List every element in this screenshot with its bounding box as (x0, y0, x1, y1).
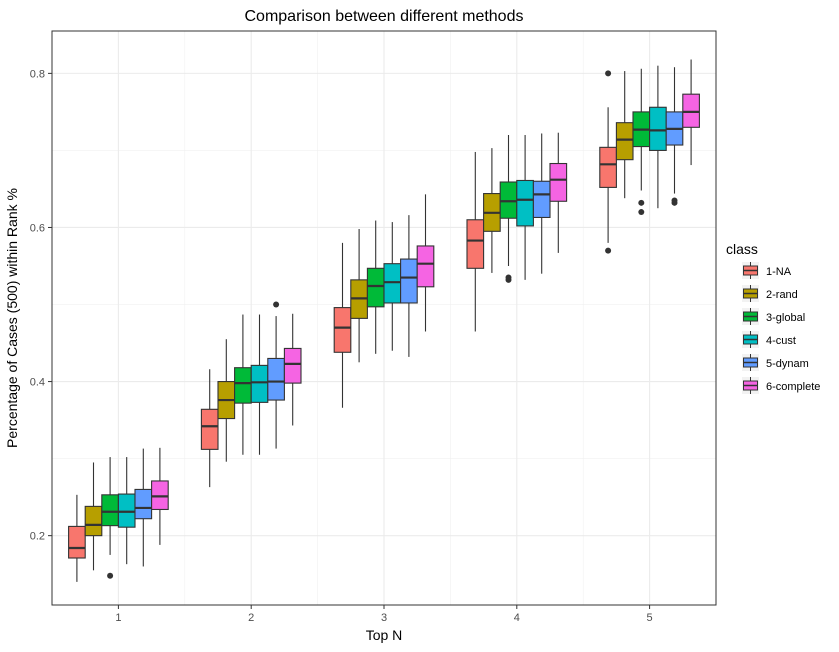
y-axis-title: Percentage of Cases (500) within Rank % (4, 188, 20, 448)
box-body (400, 258, 418, 304)
box-body (366, 267, 385, 308)
x-tick-label: 5 (647, 612, 653, 624)
box-4-cust-2 (250, 314, 269, 455)
outlier-point (605, 247, 612, 254)
box-6-complete-5 (682, 59, 700, 166)
box-body (499, 181, 518, 219)
box-body (283, 347, 302, 384)
box-body (615, 122, 634, 161)
box-5-dynam-1 (134, 448, 153, 567)
axes: 0.2 0.4 0.6 0.8 1 2 3 4 5 (30, 68, 653, 624)
box-body (682, 93, 700, 128)
box-body (68, 525, 86, 559)
box-2-rand-3 (350, 229, 368, 363)
box-5-dynam-4 (532, 133, 551, 274)
legend-label: 6-complete (766, 381, 820, 393)
x-axis-title: Top N (366, 627, 403, 643)
box-body (84, 505, 103, 537)
box-body (383, 263, 402, 304)
box-4-cust-1 (117, 457, 136, 565)
box-1-NA-5 (599, 70, 617, 254)
x-tick-label: 1 (115, 612, 121, 624)
legend-label: 1-NA (766, 266, 792, 278)
legend-item-6-complete: 6-complete (742, 377, 820, 394)
box-3-global-2 (234, 314, 252, 455)
box-body (117, 493, 136, 528)
box-body (466, 219, 485, 269)
y-tick-label: 0.8 (30, 68, 45, 80)
legend-title: class (726, 241, 758, 257)
box-body (101, 494, 119, 527)
outlier-point (505, 274, 512, 281)
box-body (134, 488, 153, 520)
box-body (333, 307, 352, 353)
outlier-point (638, 209, 645, 216)
box-6-complete-3 (416, 194, 435, 332)
legend-item-3-global: 3-global (742, 308, 805, 325)
y-tick-label: 0.2 (30, 531, 45, 543)
boxes (68, 59, 700, 582)
legend: class 1-NA 2-rand 3-global 4-cust 5-dynam 6-c… (726, 241, 820, 394)
box-1-NA-3 (333, 242, 352, 408)
box-4-cust-4 (516, 135, 534, 280)
box-body (516, 179, 534, 227)
outlier-point (273, 301, 280, 308)
outlier-point (638, 199, 645, 206)
outlier-point (671, 197, 678, 204)
x-tick-label: 2 (248, 612, 254, 624)
box-2-rand-5 (615, 71, 634, 199)
y-tick-label: 0.6 (30, 222, 45, 234)
box-body (234, 367, 252, 404)
outlier-point (107, 572, 114, 579)
box-body (200, 408, 219, 450)
box-1-NA-1 (68, 494, 86, 582)
x-tick-label: 4 (514, 612, 520, 624)
legend-label: 3-global (766, 312, 805, 324)
box-6-complete-4 (549, 132, 568, 253)
box-3-global-1 (101, 457, 119, 579)
box-body (649, 106, 667, 151)
box-body (532, 180, 551, 219)
box-body (250, 364, 269, 403)
legend-item-2-rand: 2-rand (742, 285, 798, 302)
box-body (151, 480, 169, 511)
legend-label: 4-cust (766, 335, 796, 347)
box-6-complete-2 (283, 313, 302, 426)
chart-title: Comparison between different methods (245, 8, 524, 25)
box-1-NA-4 (466, 151, 485, 332)
box-4-cust-5 (649, 65, 667, 209)
box-2-rand-1 (84, 462, 103, 571)
box-body (549, 162, 568, 202)
legend-label: 5-dynam (766, 358, 809, 370)
legend-label: 2-rand (766, 289, 798, 301)
legend-item-5-dynam: 5-dynam (742, 354, 809, 371)
box-body (267, 357, 285, 401)
box-3-global-4 (499, 135, 518, 283)
box-6-complete-1 (151, 447, 169, 545)
box-body (416, 245, 435, 288)
y-tick-label: 0.4 (30, 377, 45, 389)
box-4-cust-3 (383, 222, 402, 351)
legend-item-1-NA: 1-NA (742, 262, 792, 279)
x-tick-label: 3 (381, 612, 387, 624)
box-1-NA-2 (200, 369, 219, 488)
box-3-global-5 (632, 68, 651, 216)
box-5-dynam-5 (665, 67, 684, 206)
box-2-rand-2 (217, 339, 236, 462)
box-3-global-3 (366, 220, 385, 354)
outlier-point (605, 70, 612, 77)
legend-item-4-cust: 4-cust (742, 331, 796, 348)
box-body (599, 146, 617, 188)
